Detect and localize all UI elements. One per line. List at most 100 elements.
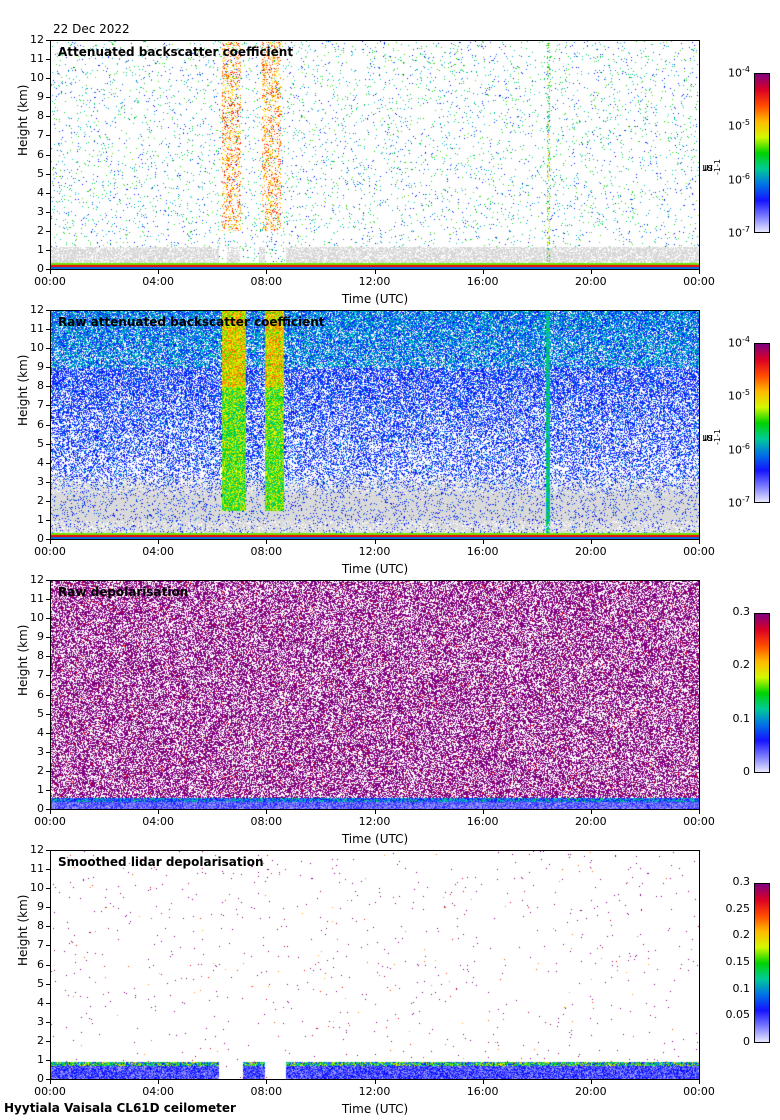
y-tick-mark bbox=[46, 1021, 50, 1023]
colorbar-tick-label: 10-7 bbox=[700, 495, 750, 510]
x-tick-mark bbox=[482, 540, 484, 544]
chart-panel-4: Smoothed lidar depolarisation Height (km)… bbox=[0, 843, 780, 1120]
heatmap-canvas bbox=[51, 851, 699, 1079]
x-tick-mark bbox=[50, 540, 51, 544]
colorbar-label-part: sr bbox=[702, 162, 713, 175]
colorbar-tick-label: 0.1 bbox=[732, 981, 751, 995]
x-tick-mark bbox=[50, 1080, 51, 1084]
heatmap-canvas bbox=[51, 41, 699, 269]
y-tick-mark bbox=[46, 1079, 50, 1080]
x-tick-label: 00:00 bbox=[34, 275, 66, 288]
y-tick-mark bbox=[46, 869, 50, 871]
x-tick-label: 12:00 bbox=[358, 1085, 391, 1098]
y-tick-mark bbox=[46, 964, 50, 966]
instrument-label: Hyytiala Vaisala CL61D ceilometer bbox=[4, 1101, 236, 1115]
y-tick-label: 2 bbox=[37, 763, 44, 777]
colorbar-label-part: sr bbox=[702, 432, 713, 445]
y-tick-label: 7 bbox=[37, 398, 44, 412]
x-tick-label: 04:00 bbox=[142, 1085, 174, 1098]
x-axis-label: Time (UTC) bbox=[341, 292, 409, 306]
y-tick-label: 7 bbox=[37, 668, 44, 682]
x-tick-mark bbox=[590, 270, 592, 274]
x-tick-label: 00:00 bbox=[683, 815, 715, 828]
y-tick-label: 2 bbox=[37, 1033, 44, 1047]
colorbar-tick-exponent: -5 bbox=[742, 388, 750, 398]
colorbar-label-part: -1 bbox=[713, 437, 722, 445]
y-tick-label: 0 bbox=[37, 802, 44, 815]
colorbar-tick-base: 10 bbox=[728, 66, 743, 80]
y-tick-label: 10 bbox=[30, 881, 44, 895]
x-tick-label: 12:00 bbox=[358, 275, 391, 288]
chart-panel-3: Raw depolarisation Height (km) 0 1 2 3 4 5 6 7 8 9 1… bbox=[0, 573, 780, 850]
y-tick-label: 0 bbox=[37, 1072, 44, 1085]
y-tick-label: 8 bbox=[37, 649, 44, 663]
x-axis-label: Time (UTC) bbox=[341, 562, 409, 576]
y-tick-label: 6 bbox=[37, 147, 44, 161]
y-tick-label: 8 bbox=[37, 919, 44, 933]
y-tick-mark bbox=[46, 850, 50, 851]
y-tick-mark bbox=[46, 405, 50, 407]
y-tick-mark bbox=[46, 713, 50, 715]
y-tick-mark bbox=[46, 367, 50, 369]
y-tick-mark bbox=[46, 59, 50, 61]
y-tick-mark bbox=[46, 751, 50, 753]
y-tick-label: 3 bbox=[37, 474, 44, 488]
y-tick-mark bbox=[46, 230, 50, 232]
x-tick-label: 04:00 bbox=[142, 815, 174, 828]
x-tick-label: 16:00 bbox=[466, 1085, 499, 1098]
x-tick-label: 16:00 bbox=[466, 545, 499, 558]
colorbar-tick-label: 10-5 bbox=[700, 388, 750, 403]
y-tick-label: 0 bbox=[37, 532, 44, 545]
y-tick-mark bbox=[46, 539, 50, 540]
y-tick-mark bbox=[46, 789, 50, 791]
x-tick-mark bbox=[699, 1080, 700, 1084]
y-tick-mark bbox=[46, 519, 50, 521]
colorbar bbox=[754, 73, 770, 233]
panel-title: Attenuated backscatter coefficient bbox=[58, 45, 294, 59]
x-tick-mark bbox=[482, 1080, 484, 1084]
x-tick-label: 20:00 bbox=[574, 275, 607, 288]
x-tick-mark bbox=[374, 270, 376, 274]
y-tick-label: 2 bbox=[37, 223, 44, 237]
y-tick-mark bbox=[46, 637, 50, 639]
colorbar-tick-base: 10 bbox=[728, 496, 743, 510]
x-tick-mark bbox=[699, 540, 700, 544]
y-tick-label: 6 bbox=[37, 957, 44, 971]
colorbar-tick-label: 0 bbox=[743, 1035, 750, 1048]
y-tick-label: 5 bbox=[37, 976, 44, 990]
x-tick-label: 20:00 bbox=[574, 1085, 607, 1098]
y-tick-mark bbox=[46, 599, 50, 601]
y-tick-label: 9 bbox=[37, 90, 44, 104]
colorbar-tick-base: 10 bbox=[728, 119, 743, 133]
colorbar-tick-base: 10 bbox=[728, 389, 743, 403]
y-tick-mark bbox=[46, 1002, 50, 1004]
colorbar-tick-label: 10-6 bbox=[700, 442, 750, 457]
colorbar bbox=[754, 883, 770, 1043]
panel-title: Raw attenuated backscatter coefficient bbox=[58, 315, 325, 329]
y-tick-label: 3 bbox=[37, 1014, 44, 1028]
colorbar-tick-base: 10 bbox=[728, 336, 743, 350]
colorbar-tick-exponent: -4 bbox=[742, 65, 750, 74]
panel-title: Raw depolarisation bbox=[58, 585, 189, 599]
x-tick-label: 08:00 bbox=[250, 275, 283, 288]
x-tick-label: 04:00 bbox=[142, 275, 174, 288]
y-tick-label: 10 bbox=[30, 341, 44, 355]
y-tick-mark bbox=[46, 618, 50, 620]
y-tick-label: 8 bbox=[37, 109, 44, 123]
y-tick-mark bbox=[46, 78, 50, 80]
x-tick-mark bbox=[699, 810, 700, 814]
plot-area: Raw depolarisation bbox=[50, 580, 700, 810]
x-tick-mark bbox=[266, 810, 268, 814]
colorbar-label-part: -1 bbox=[713, 167, 722, 175]
plot-area: Raw attenuated backscatter coefficient bbox=[50, 310, 700, 540]
y-tick-label: 12 bbox=[30, 33, 44, 46]
y-tick-mark bbox=[46, 249, 50, 251]
y-tick-mark bbox=[46, 983, 50, 985]
colorbar-tick-label: 10-4 bbox=[700, 65, 750, 80]
y-tick-mark bbox=[46, 1059, 50, 1061]
y-tick-label: 5 bbox=[37, 706, 44, 720]
y-tick-mark bbox=[46, 443, 50, 445]
y-tick-label: 11 bbox=[30, 862, 44, 876]
x-tick-mark bbox=[590, 540, 592, 544]
y-tick-mark bbox=[46, 269, 50, 270]
